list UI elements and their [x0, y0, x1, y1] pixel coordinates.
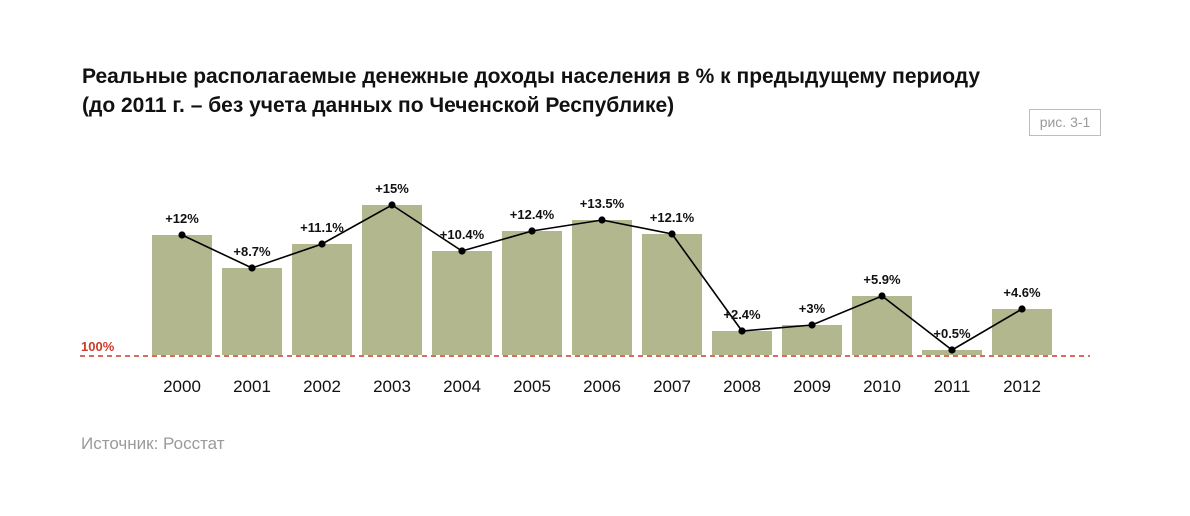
bar-2012: [992, 309, 1052, 355]
data-label-2010: +5.9%: [863, 272, 901, 287]
x-tick-2001: 2001: [233, 377, 271, 396]
x-tick-2002: 2002: [303, 377, 341, 396]
data-label-2002: +11.1%: [300, 220, 344, 235]
point-2012: [1018, 305, 1026, 313]
bar-2008: [712, 331, 772, 355]
x-tick-2003: 2003: [373, 377, 411, 396]
point-2000: [178, 231, 186, 239]
data-label-2007: +12.1%: [650, 210, 695, 225]
bar-2009: [782, 325, 842, 355]
point-2011: [948, 346, 956, 354]
point-2007: [668, 230, 676, 238]
data-label-2011: +0.5%: [933, 326, 971, 341]
bar-2002: [292, 244, 352, 355]
data-label-2003: +15%: [375, 181, 409, 196]
point-2009: [808, 321, 816, 329]
data-label-2006: +13.5%: [580, 196, 625, 211]
bar-2003: [362, 205, 422, 355]
point-2008: [738, 327, 746, 335]
point-2004: [458, 247, 466, 255]
x-tick-2010: 2010: [863, 377, 901, 396]
chart-title: Реальные располагаемые денежные доходы н…: [82, 62, 1122, 120]
data-label-2001: +8.7%: [233, 244, 271, 259]
x-tick-2007: 2007: [653, 377, 691, 396]
data-label-2012: +4.6%: [1003, 285, 1041, 300]
bar-2004: [432, 251, 492, 355]
bar-2005: [502, 231, 562, 355]
baseline-label: 100%: [81, 339, 115, 354]
point-2006: [598, 216, 606, 224]
bar-2000: [152, 235, 212, 355]
figure-label: рис. 3-1: [1029, 109, 1101, 136]
bar-2010: [852, 296, 912, 355]
data-label-2000: +12%: [165, 211, 199, 226]
x-tick-2012: 2012: [1003, 377, 1041, 396]
point-2002: [318, 240, 326, 248]
source-note: Источник: Росстат: [81, 434, 225, 453]
point-2003: [388, 201, 396, 209]
data-label-2008: +2.4%: [723, 307, 761, 322]
point-2010: [878, 292, 886, 300]
x-tick-2004: 2004: [443, 377, 481, 396]
chart-title-line-2: (до 2011 г. – без учета данных по Чеченс…: [82, 94, 675, 117]
bar-2006: [572, 220, 632, 355]
chart-title-line-1: Реальные располагаемые денежные доходы н…: [82, 65, 981, 88]
bar-2001: [222, 268, 282, 355]
x-tick-2006: 2006: [583, 377, 621, 396]
x-tick-2011: 2011: [934, 377, 971, 396]
bar-2007: [642, 234, 702, 355]
point-2005: [528, 227, 536, 235]
data-label-2009: +3%: [799, 301, 826, 316]
x-tick-2009: 2009: [793, 377, 831, 396]
point-2001: [248, 264, 256, 272]
x-tick-2005: 2005: [513, 377, 551, 396]
data-label-2004: +10.4%: [440, 227, 485, 242]
x-tick-2008: 2008: [723, 377, 761, 396]
x-tick-2000: 2000: [163, 377, 201, 396]
data-label-2005: +12.4%: [510, 207, 555, 222]
